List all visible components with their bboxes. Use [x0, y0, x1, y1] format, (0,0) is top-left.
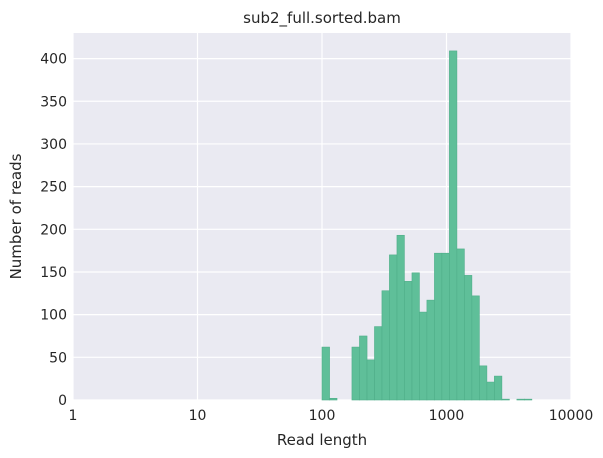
histogram-bar	[381, 290, 390, 401]
y-tick-labels: 0 50 100 150 200 250 300 350 400	[40, 52, 67, 409]
histogram-bar	[404, 281, 413, 401]
histogram-bar	[411, 272, 420, 401]
y-tick-label: 250	[40, 180, 67, 196]
histogram-bar	[374, 326, 383, 401]
histogram-bar	[486, 381, 495, 401]
y-axis-label: Number of reads	[7, 153, 25, 279]
histogram-bar	[434, 252, 443, 401]
chart-title: sub2_full.sorted.bam	[243, 9, 401, 28]
histogram-bar	[516, 398, 525, 401]
y-tick-label: 100	[40, 308, 67, 324]
y-tick-label: 400	[40, 52, 67, 68]
histogram-bar	[479, 365, 488, 401]
histogram-bar	[426, 299, 435, 401]
y-tick-label: 350	[40, 94, 67, 110]
x-axis-label: Read length	[277, 431, 367, 449]
histogram-bar	[441, 252, 450, 401]
histogram-bars	[321, 50, 533, 401]
histogram-bar	[419, 311, 428, 401]
histogram-bar	[321, 346, 330, 401]
x-tick-label: 100	[309, 408, 336, 424]
histogram-bar	[449, 50, 458, 401]
x-tick-label: 10000	[549, 408, 594, 424]
y-tick-label: 300	[40, 137, 67, 153]
histogram-bar	[366, 359, 375, 401]
histogram-bar	[494, 375, 503, 401]
y-tick-label: 0	[58, 393, 67, 409]
histogram-bar	[329, 397, 338, 401]
x-tick-label: 1	[69, 408, 78, 424]
x-tick-labels: 1 10 100 1000 10000	[69, 408, 594, 424]
y-tick-label: 200	[40, 222, 67, 238]
histogram-bar	[456, 248, 465, 401]
histogram-bar	[524, 398, 533, 401]
y-tick-label: 150	[40, 265, 67, 281]
histogram-bar	[359, 335, 368, 401]
histogram-bar	[389, 254, 398, 401]
histogram-bar	[471, 295, 480, 401]
histogram-bar	[396, 234, 405, 401]
histogram-bar	[501, 398, 510, 401]
x-tick-label: 1000	[429, 408, 465, 424]
histogram-bar	[351, 346, 360, 401]
histogram-bar	[464, 275, 473, 401]
x-tick-label: 10	[189, 408, 207, 424]
y-tick-label: 50	[49, 350, 67, 366]
